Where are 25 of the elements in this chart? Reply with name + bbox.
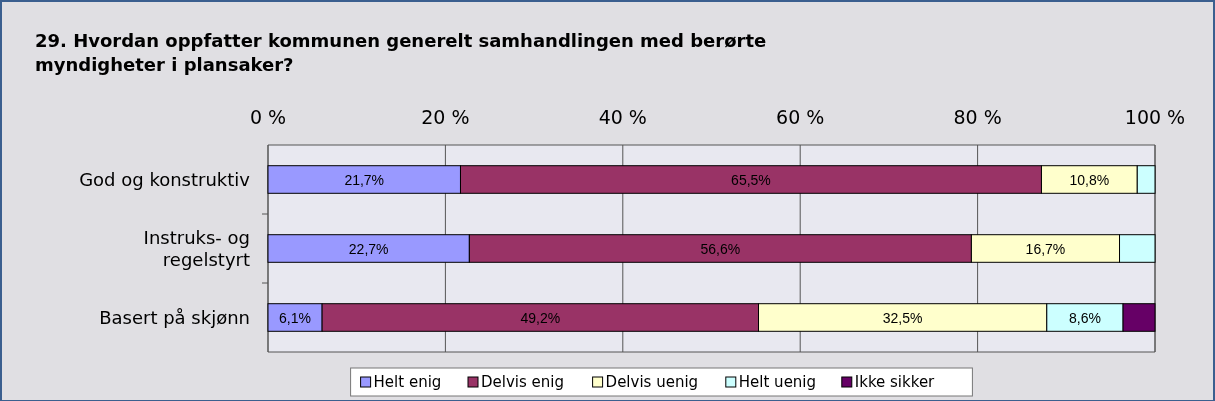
legend-label: Helt enig [373, 373, 442, 391]
x-tick-label: 60 % [776, 106, 825, 128]
y-tick-label: God og konstruktiv [79, 168, 251, 190]
y-tick-label: Basert på skjønn [99, 306, 250, 328]
legend-label: Ikke sikker [854, 373, 936, 391]
data-label: 56,6% [700, 240, 741, 257]
data-label: 6,1% [279, 309, 312, 326]
chart-title: 29. Hvordan oppfatter kommunen generelt samhandlingen med berørte myndigheter i plansaker? [35, 30, 767, 75]
x-tick-label: 20 % [421, 106, 470, 128]
x-tick-label: 40 % [598, 106, 647, 128]
data-label: 49,2% [520, 309, 561, 326]
legend-label: Helt uenig [738, 373, 817, 391]
data-label: 16,7% [1025, 240, 1066, 257]
data-label: 10,8% [1069, 171, 1110, 188]
data-label: 65,5% [731, 171, 771, 188]
data-label: 8,6% [1068, 309, 1101, 326]
data-label: 22,7% [348, 240, 389, 257]
y-tick-label: Instruks- og regelstyrt [143, 226, 250, 270]
data-label: 32,5% [882, 309, 923, 326]
legend-label: Delvis enig [481, 373, 564, 391]
x-tick-label: 80 % [953, 106, 1002, 128]
data-label: 21,7% [344, 171, 385, 188]
x-tick-label: 0 % [249, 106, 287, 128]
legend-label: Delvis uenig [605, 373, 699, 391]
x-tick-label: 100 % [1124, 106, 1186, 128]
